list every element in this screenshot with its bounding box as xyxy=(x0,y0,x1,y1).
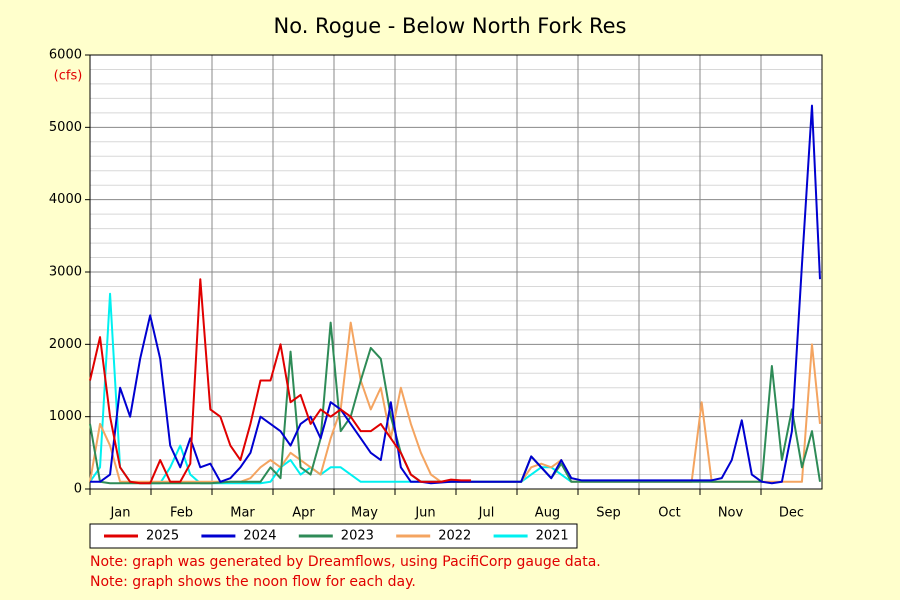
legend-box xyxy=(89,523,578,549)
y-tick-label: 1000 xyxy=(49,409,82,424)
x-tick-label: Aug xyxy=(535,506,560,521)
x-tick-label: Apr xyxy=(292,506,315,521)
x-tick-label: Feb xyxy=(170,506,193,521)
y-tick-label: 2000 xyxy=(49,337,82,352)
x-tick-label: Sep xyxy=(596,506,621,521)
note: Note: graph shows the noon flow for each… xyxy=(90,574,416,590)
x-tick-label: Oct xyxy=(658,506,680,521)
legend-label: 2022 xyxy=(438,529,471,544)
y-tick-label: 4000 xyxy=(49,192,82,207)
x-tick-label: Jun xyxy=(414,506,435,521)
y-tick-label: 0 xyxy=(74,482,82,497)
x-tick-label: May xyxy=(351,506,378,521)
legend-label: 2024 xyxy=(243,529,276,544)
note: Note: graph was generated by Dreamflows,… xyxy=(90,554,601,570)
x-tick-label: Mar xyxy=(230,506,255,521)
y-tick-label: 6000 xyxy=(49,48,82,63)
y-tick-label: 5000 xyxy=(49,120,82,135)
series-line xyxy=(89,278,472,485)
x-tick-label: Jul xyxy=(478,506,495,521)
x-tick-label: Jan xyxy=(109,506,130,521)
legend-label: 2025 xyxy=(146,529,179,544)
legend-label: 2023 xyxy=(341,529,374,544)
y-tick-label: 3000 xyxy=(49,265,82,280)
x-tick-label: Nov xyxy=(718,506,744,521)
chart-title: No. Rogue - Below North Fork Res xyxy=(274,14,627,38)
y-unit: (cfs) xyxy=(54,69,83,84)
legend-label: 2021 xyxy=(536,529,569,544)
series-line xyxy=(90,104,821,485)
plot-frame xyxy=(89,54,823,490)
x-tick-label: Dec xyxy=(779,506,804,521)
